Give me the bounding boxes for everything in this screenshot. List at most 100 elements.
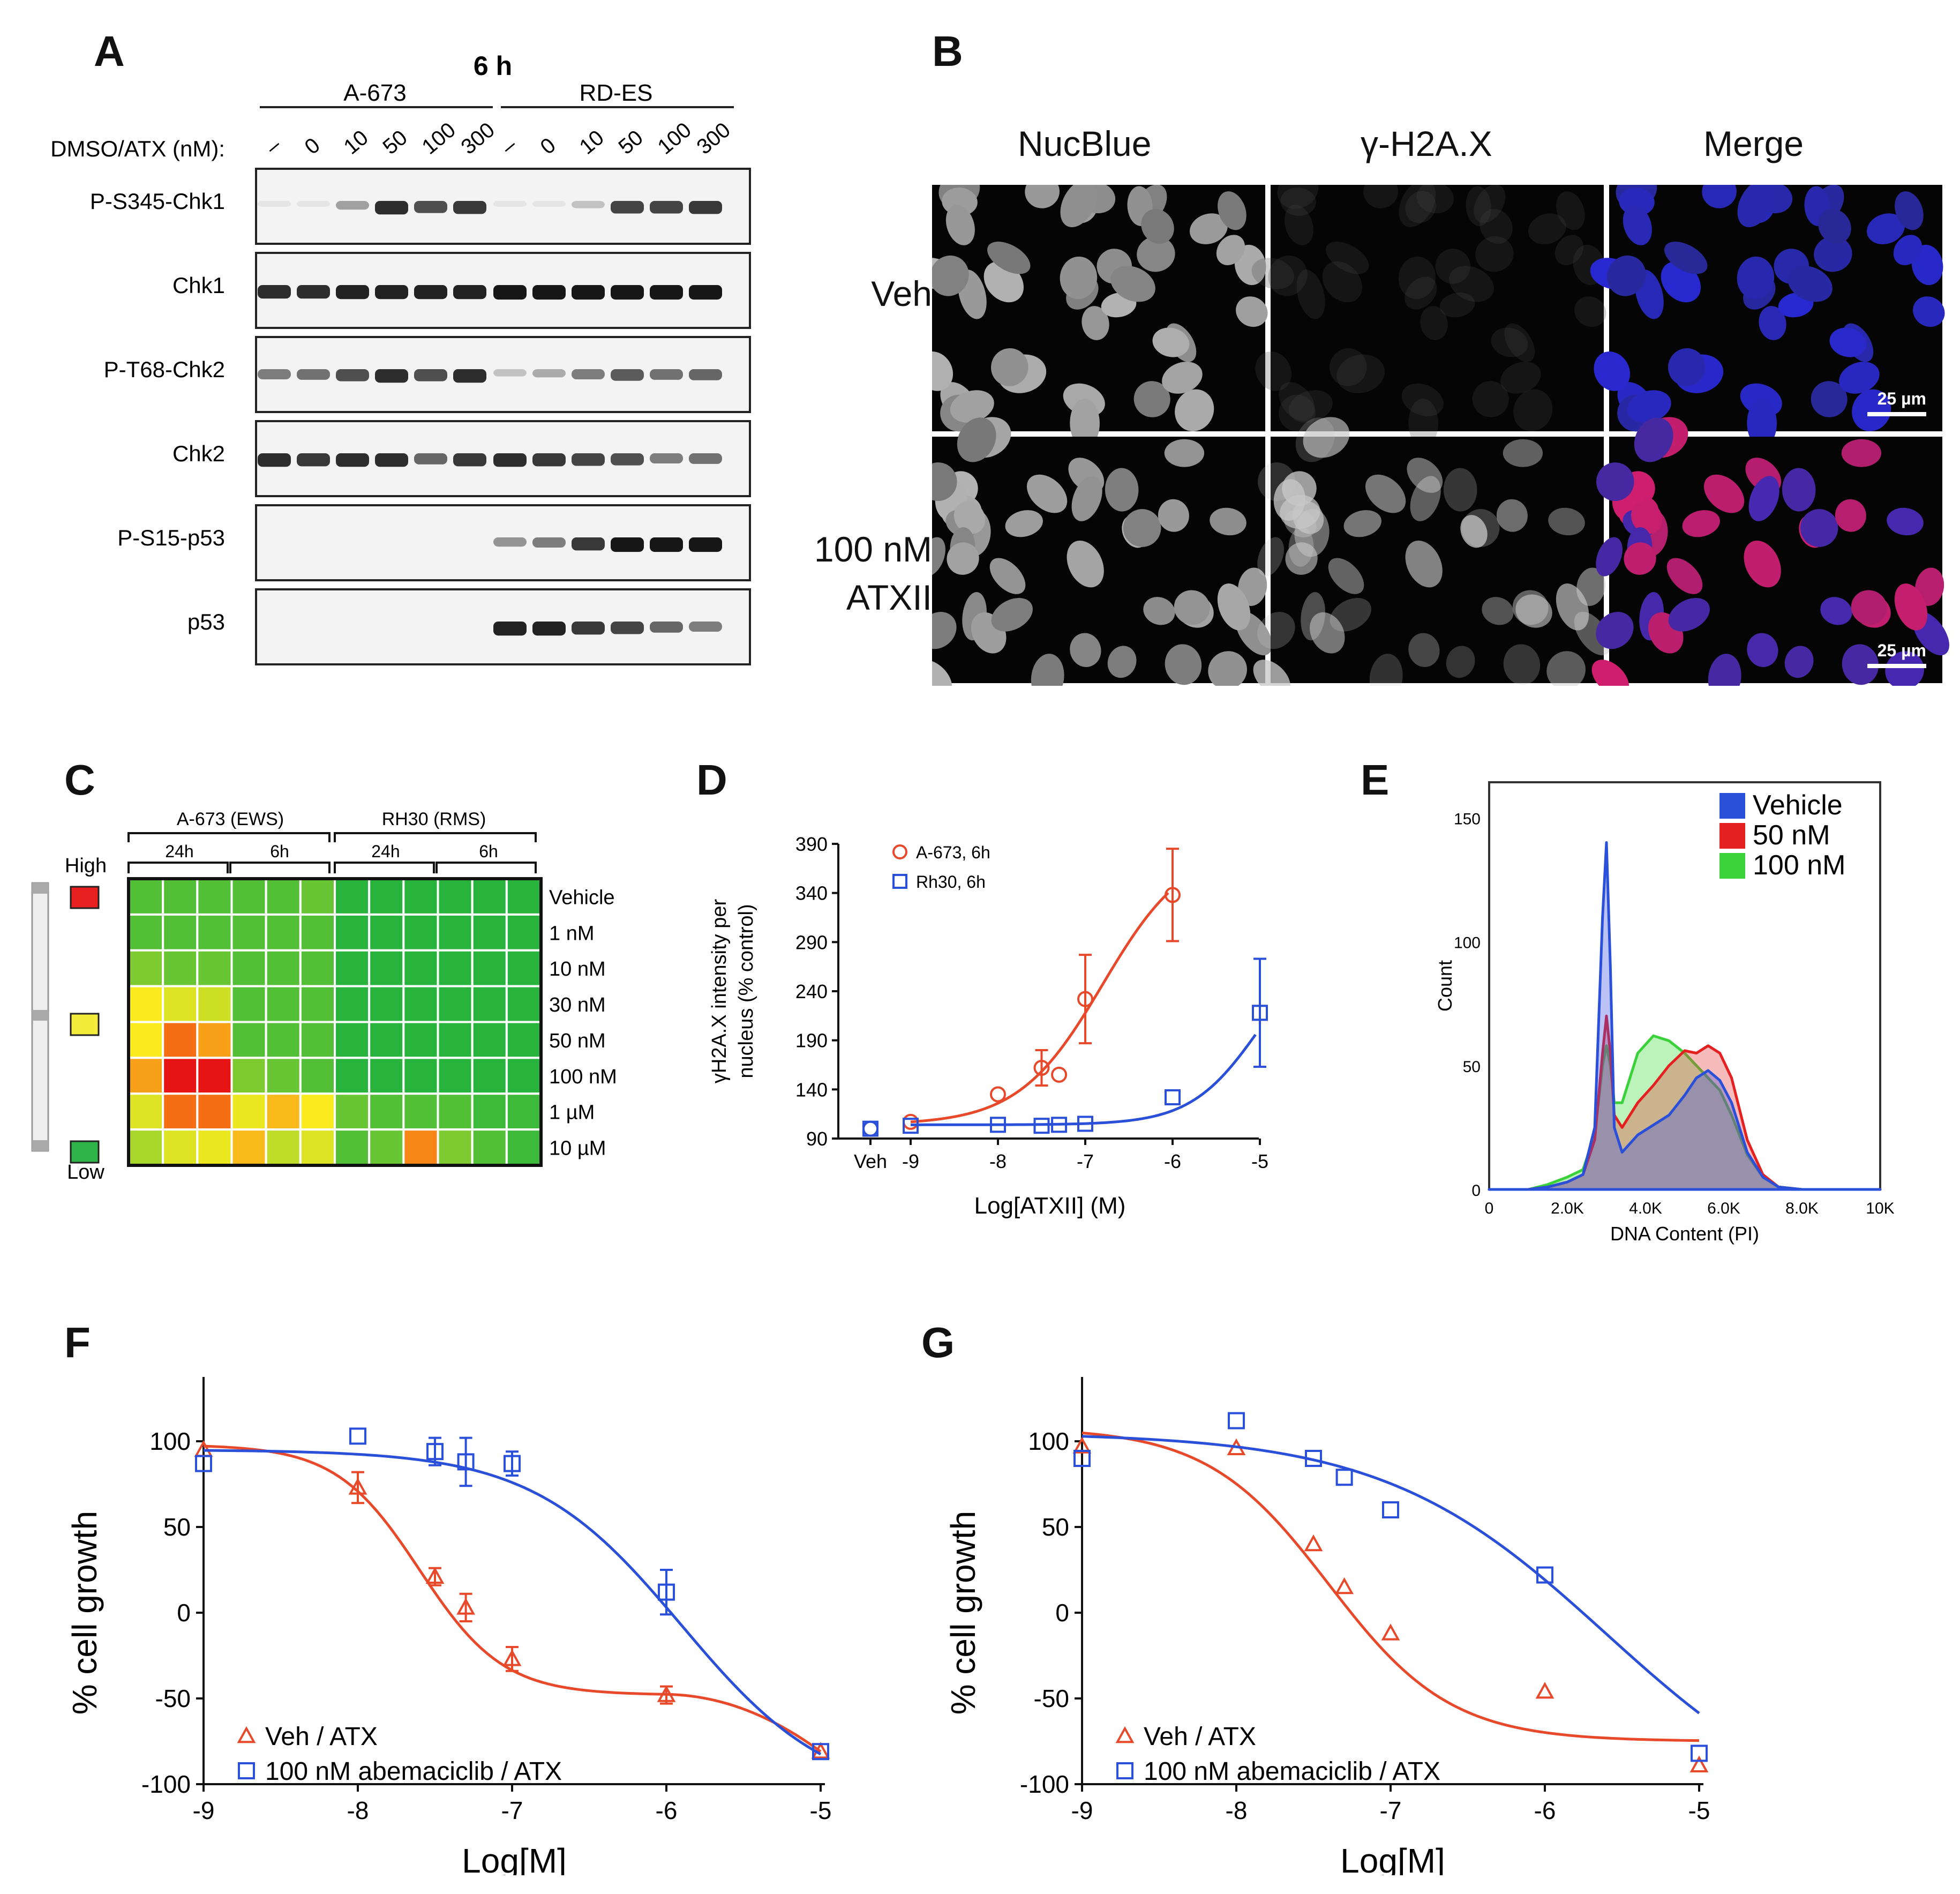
nucleus	[1435, 249, 1471, 284]
nucleus	[950, 390, 994, 423]
nucleus	[1285, 542, 1318, 575]
nucleus	[1702, 185, 1737, 208]
y-tick-label: 190	[795, 1030, 828, 1052]
blot-band	[689, 453, 722, 464]
nucleus	[1439, 292, 1475, 318]
heatmap-cell	[265, 878, 302, 916]
heatmap-cell	[402, 913, 439, 952]
nucleus	[1829, 327, 1867, 357]
nucleus	[1627, 390, 1671, 423]
data-point	[1382, 1501, 1399, 1518]
blot-band	[297, 453, 330, 467]
heatmap-row-label: 1 µM	[549, 1102, 595, 1124]
nucleus	[1082, 306, 1109, 340]
heatmap-cell	[162, 985, 199, 1023]
heatmap-cell	[127, 949, 164, 987]
nucleus	[1060, 185, 1098, 228]
legend-swatch	[1719, 793, 1745, 819]
y-tick-label: -50	[1034, 1685, 1069, 1712]
nucleus	[1631, 501, 1663, 534]
heatmap-cell	[437, 1128, 474, 1166]
heatmap-cell	[299, 878, 336, 916]
nucleus	[1443, 468, 1477, 512]
nucleus	[1110, 266, 1155, 302]
nucleus	[1811, 381, 1848, 417]
data-point	[1115, 1726, 1135, 1743]
nucleus	[1842, 644, 1879, 685]
blot-band	[375, 285, 408, 300]
heatmap-cell	[505, 1021, 542, 1059]
nucleus	[1500, 362, 1541, 394]
heatmap-cell	[471, 913, 508, 952]
panel-label-a: A	[94, 27, 125, 75]
heatmap-cell	[505, 949, 542, 987]
nucleus	[1133, 381, 1170, 417]
nucleus	[1026, 474, 1068, 513]
nucleus	[932, 537, 945, 577]
nucleus	[1737, 185, 1775, 228]
nucleus	[1070, 633, 1101, 667]
blot-band	[414, 201, 447, 213]
heatmap-cell	[437, 1057, 474, 1095]
blot-band	[297, 201, 330, 207]
heatmap-border	[127, 877, 543, 1167]
heatmap-cell	[265, 1128, 302, 1166]
col-header-merge: Merge	[1703, 124, 1804, 163]
heatmap-cells	[127, 878, 542, 1166]
nucleus	[1885, 651, 1924, 686]
y-tick-label: 50	[1042, 1513, 1069, 1541]
blot-band	[493, 622, 527, 636]
blot-row-label: p53	[187, 609, 225, 634]
x-tick-label: -7	[501, 1796, 523, 1824]
nucleus	[1504, 323, 1535, 362]
x-tick-label: -8	[1226, 1796, 1248, 1824]
nucleus	[1839, 362, 1880, 394]
legend-label: Vehicle	[1753, 790, 1843, 821]
data-point	[1072, 1436, 1092, 1454]
y-tick-label: 90	[806, 1128, 828, 1150]
nucleus	[1893, 235, 1923, 265]
nucleus	[1405, 276, 1437, 310]
blot-band	[650, 201, 683, 214]
nucleus	[1253, 660, 1291, 686]
legend-label: Rh30, 6h	[916, 872, 986, 892]
heatmap-cell	[299, 949, 336, 987]
data-point	[237, 1726, 256, 1743]
nucleus	[1365, 474, 1406, 513]
heatmap-cell	[471, 878, 508, 916]
heatmap-cell	[471, 1021, 508, 1059]
data-point	[1116, 1762, 1133, 1779]
blot-band	[258, 285, 291, 299]
x-tick-label: 2.0K	[1551, 1200, 1584, 1217]
data-point	[1228, 1412, 1245, 1429]
blot-band	[572, 537, 605, 551]
blot-band	[453, 285, 486, 300]
heatmap-row-label: Vehicle	[549, 886, 615, 909]
blot-band	[375, 201, 408, 215]
panel-e-histogram: 0 50 100 150 0 2.0K 4.0K 6.0K 8.0K 10K Count DNA Co…	[1434, 781, 1895, 1245]
nucleus	[1744, 540, 1781, 588]
blot-band	[453, 453, 486, 467]
legend-label: A-673, 6h	[916, 843, 990, 862]
nucleus	[1255, 351, 1292, 391]
micrograph-tile: 25 µm	[1591, 417, 1949, 686]
heatmap-cell	[402, 878, 439, 916]
nucleus	[1322, 261, 1362, 303]
nucleus	[989, 558, 1026, 594]
heatmap-cell	[162, 1057, 199, 1095]
nucleus	[1460, 515, 1488, 548]
nucleus	[991, 348, 1028, 386]
heatmap-cell	[230, 1092, 267, 1131]
nucleus	[954, 501, 986, 534]
heatmap-cell	[196, 949, 233, 987]
nucleus	[1851, 590, 1887, 625]
heatmap-cell	[334, 1128, 371, 1166]
y-axis-title: % cell growth	[944, 1511, 982, 1715]
nucleus	[1666, 558, 1703, 594]
micrograph-tile	[1251, 185, 1606, 448]
data-point	[1077, 991, 1093, 1007]
blot-row-label: P-S15-p53	[117, 525, 225, 550]
fit-curve	[1082, 1431, 1700, 1742]
nucleus	[1143, 597, 1175, 625]
nucleus	[1175, 389, 1214, 431]
